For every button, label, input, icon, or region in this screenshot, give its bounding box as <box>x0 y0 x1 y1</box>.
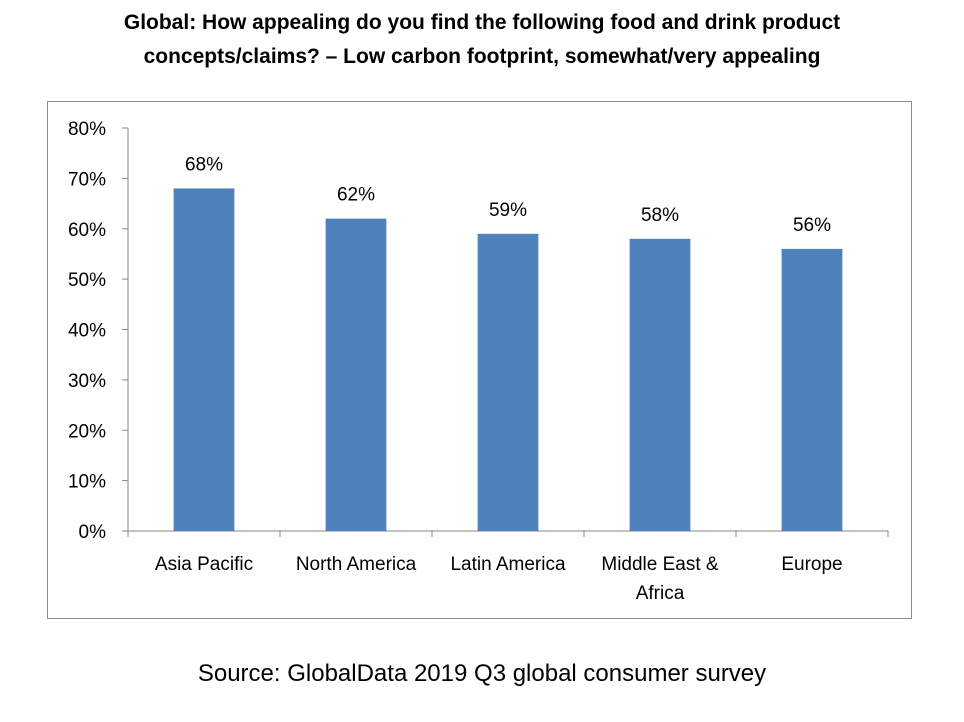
x-category-label: Africa <box>636 583 685 604</box>
y-tick-label: 10% <box>68 472 106 493</box>
y-tick-label: 20% <box>68 421 106 442</box>
x-category-label: North America <box>296 554 417 575</box>
chart-title: Global: How appealing do you find the fo… <box>40 6 924 74</box>
data-label: 59% <box>489 200 527 221</box>
data-label: 56% <box>793 215 831 236</box>
y-tick-label: 40% <box>68 321 106 342</box>
x-category-label: Asia Pacific <box>155 554 253 575</box>
bar <box>173 188 235 531</box>
data-label: 68% <box>185 154 223 175</box>
data-label: 58% <box>641 205 679 226</box>
y-tick-label: 30% <box>68 371 106 392</box>
x-category-label: Europe <box>781 554 842 575</box>
chart-title-line-2: concepts/claims? – Low carbon footprint,… <box>143 45 821 68</box>
x-category-label: Middle East & <box>601 554 719 575</box>
y-tick-label: 70% <box>68 169 106 190</box>
y-tick-label: 60% <box>68 220 106 241</box>
y-tick-label: 50% <box>68 270 106 291</box>
bar <box>781 248 843 531</box>
bar <box>477 233 539 531</box>
y-tick-label: 0% <box>79 522 107 543</box>
bar <box>629 238 691 531</box>
chart-frame <box>47 101 912 619</box>
chart-title-line-1: Global: How appealing do you find the fo… <box>123 11 841 34</box>
bar <box>325 218 387 532</box>
source-note: Source: GlobalData 2019 Q3 global consum… <box>197 660 767 687</box>
y-tick-label: 80% <box>68 119 106 140</box>
x-category-label: Latin America <box>450 554 566 575</box>
data-label: 62% <box>337 185 375 206</box>
